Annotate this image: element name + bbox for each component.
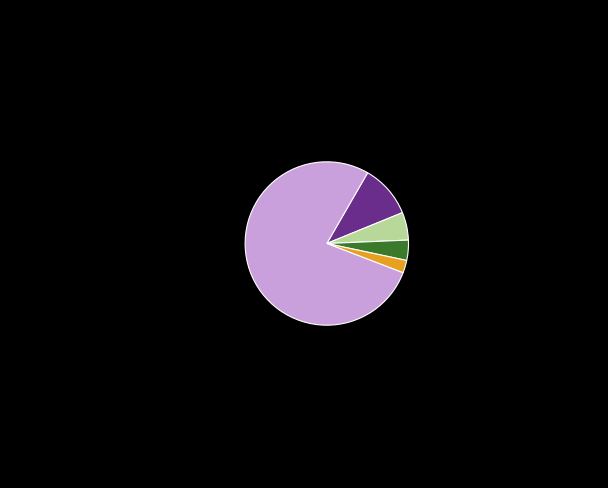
Wedge shape — [327, 173, 402, 244]
Wedge shape — [245, 163, 403, 325]
Wedge shape — [327, 244, 407, 273]
Wedge shape — [327, 213, 409, 244]
Wedge shape — [327, 241, 409, 261]
